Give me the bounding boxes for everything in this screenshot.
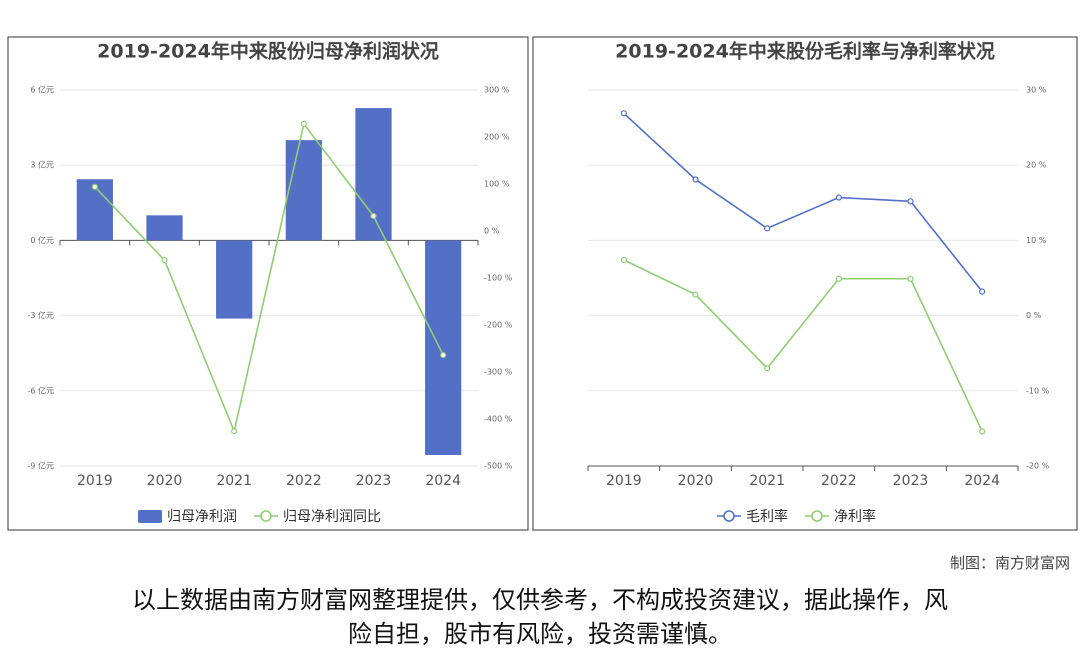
point — [764, 365, 771, 372]
point — [979, 428, 986, 435]
point — [620, 110, 627, 117]
x-tick-label: 2024 — [425, 473, 461, 489]
y-tick-label: 0 % — [1026, 311, 1042, 320]
y-tick-label: 3 亿元 — [30, 160, 54, 170]
point — [692, 291, 699, 298]
point — [979, 288, 986, 295]
x-tick-label: 2019 — [77, 473, 113, 489]
line — [623, 259, 983, 432]
y2-tick-label: 100 % — [484, 180, 510, 189]
y-tick-label: -3 亿元 — [27, 310, 54, 320]
point — [907, 198, 914, 205]
point — [440, 351, 447, 359]
legend-swatch — [260, 510, 272, 522]
y2-tick-label: 300 % — [484, 86, 510, 95]
y-tick-label: 6 亿元 — [30, 85, 54, 95]
y2-tick-label: -400 % — [484, 415, 513, 424]
panel — [532, 36, 1078, 531]
y2-tick-label: -100 % — [484, 274, 513, 283]
y-tick-label: 20 % — [1026, 161, 1047, 170]
y2-tick-label: -200 % — [484, 321, 513, 330]
legend-label: 归母净利润同比 — [283, 508, 381, 525]
point — [370, 212, 377, 220]
panel — [7, 36, 529, 531]
point — [300, 120, 307, 127]
x-tick-label: 2023 — [356, 473, 392, 489]
chart-title: 2019-2024年中来股份归母净利润状况 — [97, 40, 439, 63]
y2-tick-label: -500 % — [484, 462, 513, 471]
legend-swatch — [723, 510, 735, 522]
x-tick-label: 2021 — [749, 473, 785, 489]
credit: 制图：南方财富网 — [949, 554, 1070, 572]
disclaimer: 以上数据由南方财富网整理提供，仅供参考，不构成投资建议，据此操作，风 — [132, 586, 948, 614]
point — [907, 275, 914, 282]
point — [764, 225, 771, 232]
legend-label: 净利率 — [834, 508, 876, 525]
bar — [355, 108, 392, 241]
legend-swatch — [811, 510, 823, 522]
point — [692, 176, 699, 183]
y2-tick-label: -300 % — [484, 368, 513, 377]
y-tick-label: -9 亿元 — [27, 461, 54, 471]
legend-label: 毛利率 — [746, 508, 788, 525]
x-tick-label: 2023 — [893, 473, 929, 489]
y-tick-label: -10 % — [1026, 386, 1050, 395]
x-tick-label: 2020 — [678, 473, 714, 489]
line — [623, 112, 983, 293]
y-tick-label: 10 % — [1026, 236, 1047, 245]
x-tick-label: 2019 — [606, 473, 642, 489]
legend-label: 归母净利润 — [167, 508, 237, 525]
y-tick-label: -20 % — [1026, 462, 1050, 471]
y2-tick-label: 0 % — [484, 227, 500, 236]
point — [91, 183, 98, 190]
line — [94, 121, 444, 434]
y-tick-label: -6 亿元 — [27, 385, 54, 395]
y-tick-label: 0 亿元 — [30, 235, 54, 245]
x-tick-label: 2021 — [216, 473, 252, 489]
point — [835, 194, 842, 201]
bar — [285, 140, 322, 241]
disclaimer: 险自担，股市有风险，投资需谨慎。 — [348, 620, 732, 648]
point — [161, 257, 168, 264]
legend-swatch — [138, 510, 162, 523]
chart-title: 2019-2024年中来股份毛利率与净利率状况 — [615, 40, 995, 63]
point — [231, 428, 238, 435]
x-tick-label: 2020 — [147, 473, 183, 489]
charts: 2019-2024年中来股份归母净利润状况 -9 亿元 -6 亿元 -3 亿元 0 亿元… — [7, 36, 1078, 531]
y-tick-label: 30 % — [1026, 86, 1047, 95]
x-tick-label: 2022 — [286, 473, 322, 489]
bar — [146, 215, 183, 241]
point — [620, 256, 627, 264]
bar — [425, 240, 462, 455]
x-tick-label: 2022 — [821, 473, 857, 489]
bar — [216, 240, 253, 319]
x-tick-label: 2024 — [964, 473, 1000, 489]
point — [835, 275, 842, 282]
y2-tick-label: 200 % — [484, 133, 510, 142]
